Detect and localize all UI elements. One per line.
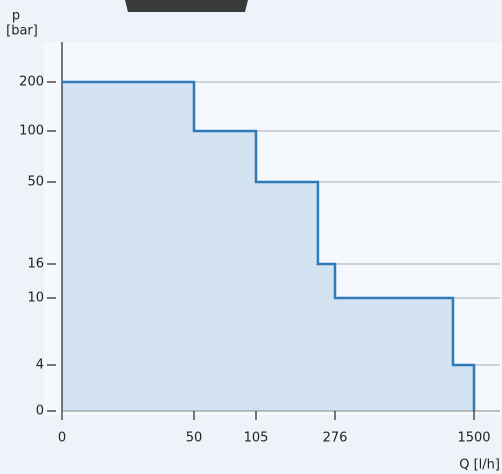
line <box>62 80 476 411</box>
y-tick-label: 200 <box>19 75 44 90</box>
x-axis-label: Q [l/h] <box>459 458 500 473</box>
y-axis-label: p <box>12 9 20 24</box>
product-image <box>125 0 248 12</box>
x-tick-label: 50 <box>186 431 203 446</box>
y-tick-label: 10 <box>27 291 44 306</box>
y-axis-unit: [bar] <box>6 24 38 39</box>
x-tick-label: 105 <box>244 431 269 446</box>
area <box>62 82 474 411</box>
x-tick-label: 276 <box>323 431 348 446</box>
y-tick-label: 16 <box>27 257 44 272</box>
y-tick-label: 0 <box>36 404 44 419</box>
y-tick-label: 50 <box>27 175 44 190</box>
x-tick-label: 1500 <box>457 431 490 446</box>
y-tick-label: 4 <box>36 358 44 373</box>
x-tick-label: 0 <box>58 431 66 446</box>
y-tick-label: 100 <box>19 124 44 139</box>
